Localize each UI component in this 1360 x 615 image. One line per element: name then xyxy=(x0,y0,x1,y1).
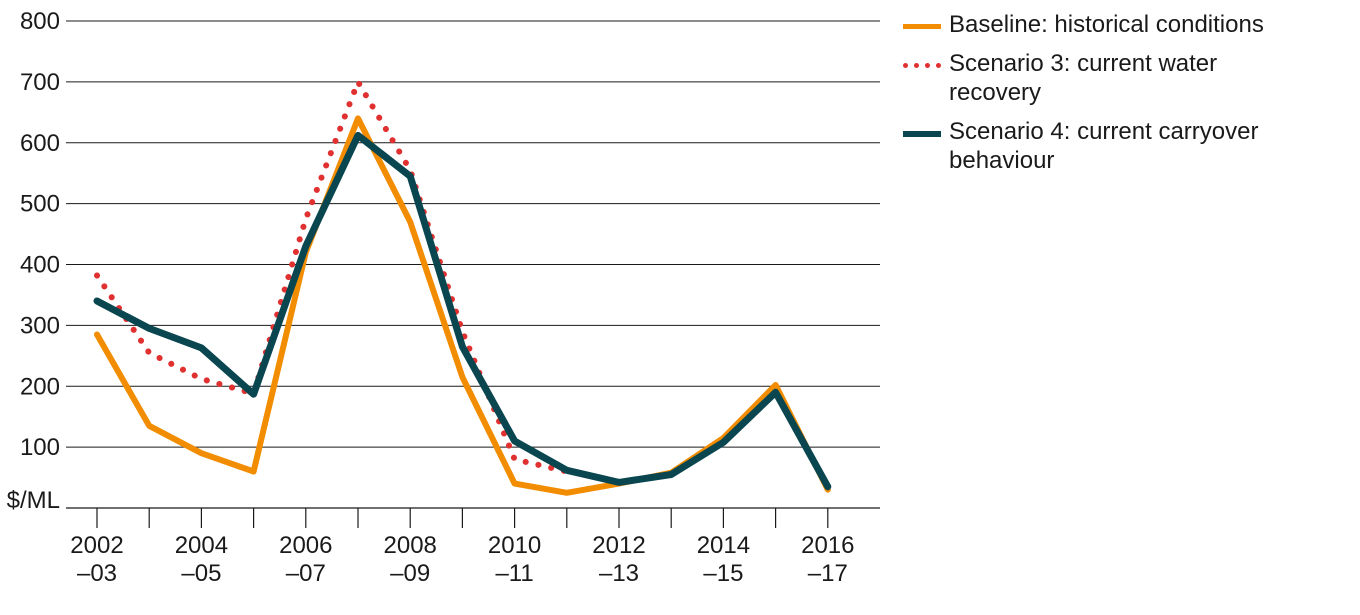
x-tick-label-2016: 2016 xyxy=(801,532,854,559)
y-tick-label-300: 300 xyxy=(20,312,60,339)
legend-label-scenario-3-line2: recovery xyxy=(949,79,1042,106)
series-line-scenario-4 xyxy=(93,131,832,491)
y-tick-label-400: 400 xyxy=(20,252,60,279)
x-tick-label-2002: 2002 xyxy=(70,532,123,559)
x-tick-label-2008-suffix: –09 xyxy=(390,560,430,587)
legend-swatch-baseline xyxy=(903,24,941,29)
y-axis-ticks: 100 200 300 400 500 600 700 800 $/ML xyxy=(7,8,60,514)
y-tick-label-700: 700 xyxy=(20,69,60,96)
legend-swatch-scenario-4 xyxy=(903,131,941,137)
x-tick-label-2004-suffix: –05 xyxy=(181,560,221,587)
x-axis: 2002–032004–052006–072008–092010–112012–… xyxy=(66,507,880,587)
x-tick-label-2010: 2010 xyxy=(488,532,541,559)
y-axis-unit-label: $/ML xyxy=(7,487,60,514)
x-tick-label-2014: 2014 xyxy=(697,532,750,559)
series-lines xyxy=(93,78,832,496)
legend-swatch-scenario-3 xyxy=(903,63,941,68)
legend-item-baseline: Baseline: historical conditions xyxy=(903,10,1353,39)
legend-label-scenario-3-line1: Scenario 3: current water xyxy=(949,50,1218,77)
x-tick-label-2012-suffix: –13 xyxy=(599,560,639,587)
y-tick-label-600: 600 xyxy=(20,130,60,157)
x-tick-label-2010-suffix: –11 xyxy=(495,560,533,587)
x-tick-label-2006-suffix: –07 xyxy=(286,560,326,587)
x-tick-label-2004: 2004 xyxy=(175,532,228,559)
gridlines xyxy=(66,20,880,448)
line-chart: 100 200 300 400 500 600 700 800 $/ML 2002–03 2004… xyxy=(7,8,880,587)
legend-label-baseline: Baseline: historical conditions xyxy=(949,11,1264,38)
series-line-baseline xyxy=(94,115,831,496)
y-tick-label-100: 100 xyxy=(20,434,60,461)
x-tick-label-2006: 2006 xyxy=(279,532,332,559)
legend-item-scenario-3: Scenario 3: current water recovery xyxy=(903,49,1353,107)
legend: Baseline: historical conditions Scenario… xyxy=(903,10,1353,185)
y-tick-label-800: 800 xyxy=(20,8,60,35)
y-tick-label-200: 200 xyxy=(20,373,60,400)
y-tick-label-500: 500 xyxy=(20,191,60,218)
x-tick-label-2012: 2012 xyxy=(592,532,645,559)
legend-label-scenario-4-line1: Scenario 4: current carryover xyxy=(949,118,1259,145)
x-tick-label-2014-suffix: –15 xyxy=(703,560,743,587)
legend-item-scenario-4: Scenario 4: current carryover behaviour xyxy=(903,117,1353,175)
x-tick-label-2002-suffix: –03 xyxy=(77,560,117,587)
x-tick-label-2008: 2008 xyxy=(384,532,437,559)
x-tick-label-2016-suffix: –17 xyxy=(808,560,848,587)
legend-label-scenario-4-line2: behaviour xyxy=(949,147,1055,174)
